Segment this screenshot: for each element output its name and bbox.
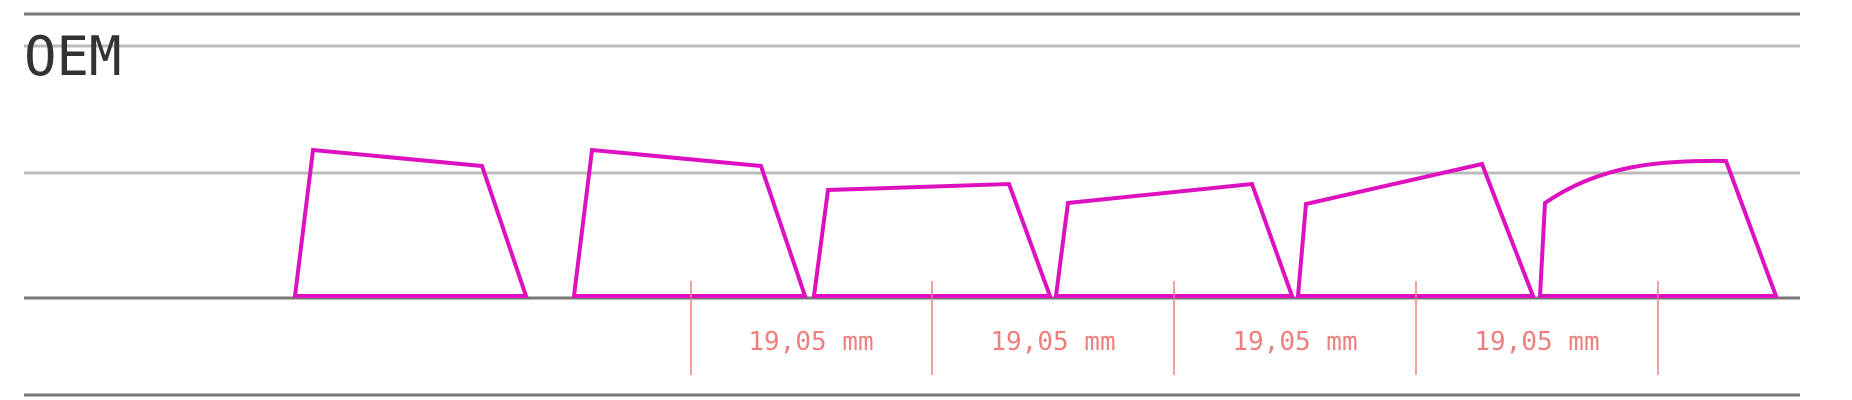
dimension-ticks: [690, 281, 1659, 375]
keycap-profile-6: [1537, 158, 1779, 298]
keycap-profiles: [292, 147, 1779, 298]
keycap-profile-4: [1053, 181, 1295, 298]
profile-title: OEM: [24, 25, 122, 88]
dimension-labels: 19,05 mm 19,05 mm 19,05 mm 19,05 mm: [748, 327, 1599, 357]
dimension-label: 19,05 mm: [990, 327, 1115, 357]
keycap-profile-2: [571, 147, 808, 298]
dimension-label: 19,05 mm: [748, 327, 873, 357]
keycap-profile-1: [292, 147, 529, 298]
dimension-label: 19,05 mm: [1474, 327, 1599, 357]
keycap-profile-5: [1295, 161, 1536, 298]
keycap-profile-3: [811, 181, 1053, 298]
dimension-label: 19,05 mm: [1232, 327, 1357, 357]
